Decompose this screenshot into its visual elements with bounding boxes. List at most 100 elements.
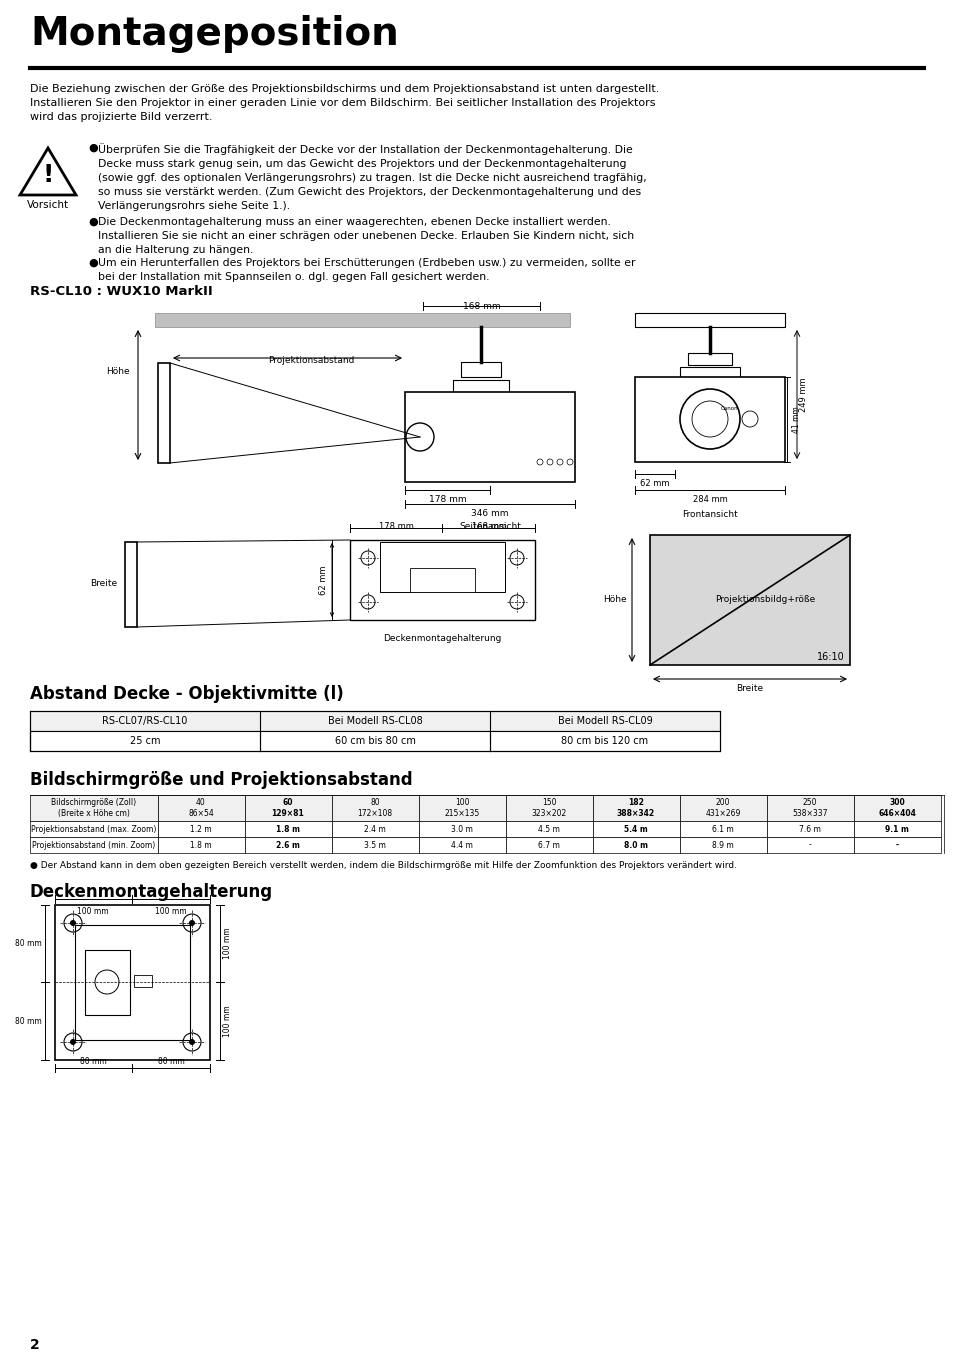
Text: 41 mm: 41 mm: [791, 406, 801, 433]
Text: 80 mm: 80 mm: [15, 1017, 42, 1025]
Text: Breite: Breite: [90, 580, 117, 589]
Text: RS-CL07/RS-CL10: RS-CL07/RS-CL10: [102, 716, 188, 726]
Bar: [853, 821, 940, 837]
Bar: [75, 925, 190, 1040]
Text: RS-CL10 : WUX10 MarkII: RS-CL10 : WUX10 MarkII: [30, 284, 213, 298]
Text: l: l: [479, 332, 482, 343]
Bar: [635, 313, 784, 328]
Bar: [245, 821, 332, 837]
Bar: [405, 393, 575, 482]
Text: 168 mm: 168 mm: [471, 523, 506, 531]
Text: Überprüfen Sie die Tragfähigkeit der Decke vor der Installation der Deckenmontag: Überprüfen Sie die Tragfähigkeit der Dec…: [98, 144, 646, 211]
Bar: [679, 837, 766, 853]
Text: 2.4 m: 2.4 m: [364, 825, 385, 834]
Text: Vorsicht: Vorsicht: [27, 200, 69, 210]
Text: 2: 2: [30, 1338, 40, 1353]
Text: Die Deckenmontagehalterung muss an einer waagerechten, ebenen Decke installiert : Die Deckenmontagehalterung muss an einer…: [98, 217, 634, 255]
Bar: [30, 711, 720, 731]
Text: 178 mm: 178 mm: [378, 523, 413, 531]
Bar: [332, 795, 418, 821]
Text: 1.2 m: 1.2 m: [190, 825, 212, 834]
Text: 150
323×202: 150 323×202: [531, 799, 566, 818]
Text: 250
538×337: 250 538×337: [791, 799, 827, 818]
Circle shape: [70, 1039, 76, 1045]
Text: 100 mm: 100 mm: [223, 1005, 232, 1037]
Text: 80 mm: 80 mm: [157, 1057, 184, 1066]
Bar: [158, 363, 170, 463]
Bar: [332, 821, 418, 837]
Text: Projektionsabstand (min. Zoom): Projektionsabstand (min. Zoom): [32, 841, 155, 849]
Bar: [418, 837, 505, 853]
Text: 3.0 m: 3.0 m: [451, 825, 473, 834]
Bar: [649, 535, 849, 665]
Text: -: -: [895, 841, 898, 849]
Text: Höhe: Höhe: [602, 596, 626, 604]
Text: 40
86×54: 40 86×54: [188, 799, 213, 818]
Text: Projektionsbildg+röße: Projektionsbildg+röße: [714, 596, 814, 604]
Text: 80 mm: 80 mm: [79, 1057, 107, 1066]
Bar: [154, 313, 569, 328]
Text: 249 mm: 249 mm: [799, 378, 807, 412]
Text: 100 mm: 100 mm: [155, 907, 187, 917]
Bar: [133, 975, 152, 987]
Circle shape: [189, 919, 194, 926]
Text: Die Beziehung zwischen der Größe des Projektionsbildschirms und dem Projektionsa: Die Beziehung zwischen der Größe des Pro…: [30, 84, 659, 122]
Text: 1.8 m: 1.8 m: [275, 825, 299, 834]
Text: 9.1 m: 9.1 m: [884, 825, 908, 834]
Text: 168 mm: 168 mm: [462, 302, 499, 311]
Bar: [30, 795, 158, 821]
Text: 80 cm bis 120 cm: 80 cm bis 120 cm: [561, 737, 648, 746]
Text: !: !: [42, 162, 53, 187]
Text: 80 mm: 80 mm: [15, 938, 42, 948]
Text: ●: ●: [88, 259, 97, 268]
Bar: [158, 821, 245, 837]
Text: ●: ●: [88, 144, 97, 153]
Text: 100
215×135: 100 215×135: [444, 799, 479, 818]
Bar: [505, 795, 593, 821]
Bar: [245, 795, 332, 821]
Text: Bildschirmgröße und Projektionsabstand: Bildschirmgröße und Projektionsabstand: [30, 770, 413, 789]
Text: 62 mm: 62 mm: [318, 565, 328, 594]
Text: Deckenmontagehalterung: Deckenmontagehalterung: [382, 634, 500, 643]
Text: 8.9 m: 8.9 m: [711, 841, 733, 849]
Text: 80
172×108: 80 172×108: [357, 799, 392, 818]
Text: 2.6 m: 2.6 m: [275, 841, 299, 849]
Bar: [379, 542, 504, 592]
Text: Seitenansicht: Seitenansicht: [458, 523, 520, 531]
Text: 6.1 m: 6.1 m: [711, 825, 733, 834]
Bar: [679, 367, 740, 376]
Text: Projektionsabstand: Projektionsabstand: [268, 356, 355, 366]
Bar: [853, 795, 940, 821]
Bar: [55, 904, 210, 1060]
Text: Breite: Breite: [736, 684, 762, 693]
Bar: [418, 821, 505, 837]
Bar: [679, 795, 766, 821]
Text: Canon: Canon: [720, 406, 738, 412]
Text: Projektionsabstand (max. Zoom): Projektionsabstand (max. Zoom): [31, 825, 156, 834]
Bar: [505, 821, 593, 837]
Text: 62 mm: 62 mm: [639, 479, 669, 487]
Bar: [410, 567, 475, 592]
Bar: [85, 951, 130, 1016]
Text: Frontansicht: Frontansicht: [681, 510, 737, 519]
Text: ●: ●: [88, 217, 97, 227]
Text: 100 mm: 100 mm: [77, 907, 109, 917]
Bar: [766, 837, 853, 853]
Bar: [245, 837, 332, 853]
Text: 5.4 m: 5.4 m: [623, 825, 647, 834]
Text: 60
129×81: 60 129×81: [272, 799, 304, 818]
Text: Bei Modell RS-CL09: Bei Modell RS-CL09: [558, 716, 652, 726]
Text: Montageposition: Montageposition: [30, 15, 398, 53]
Bar: [418, 795, 505, 821]
Text: Um ein Herunterfallen des Projektors bei Erschütterungen (Erdbeben usw.) zu verm: Um ein Herunterfallen des Projektors bei…: [98, 259, 635, 282]
Bar: [766, 821, 853, 837]
Text: -: -: [808, 841, 810, 849]
Bar: [158, 795, 245, 821]
Text: Bildschirmgröße (Zoll)
(Breite x Höhe cm): Bildschirmgröße (Zoll) (Breite x Höhe cm…: [51, 799, 136, 818]
Bar: [30, 731, 720, 751]
Text: Abstand Decke - Objektivmitte (l): Abstand Decke - Objektivmitte (l): [30, 685, 343, 703]
Bar: [125, 542, 137, 627]
Text: 300
646×404: 300 646×404: [877, 799, 915, 818]
Bar: [350, 540, 535, 620]
Text: 100 mm: 100 mm: [223, 927, 232, 959]
